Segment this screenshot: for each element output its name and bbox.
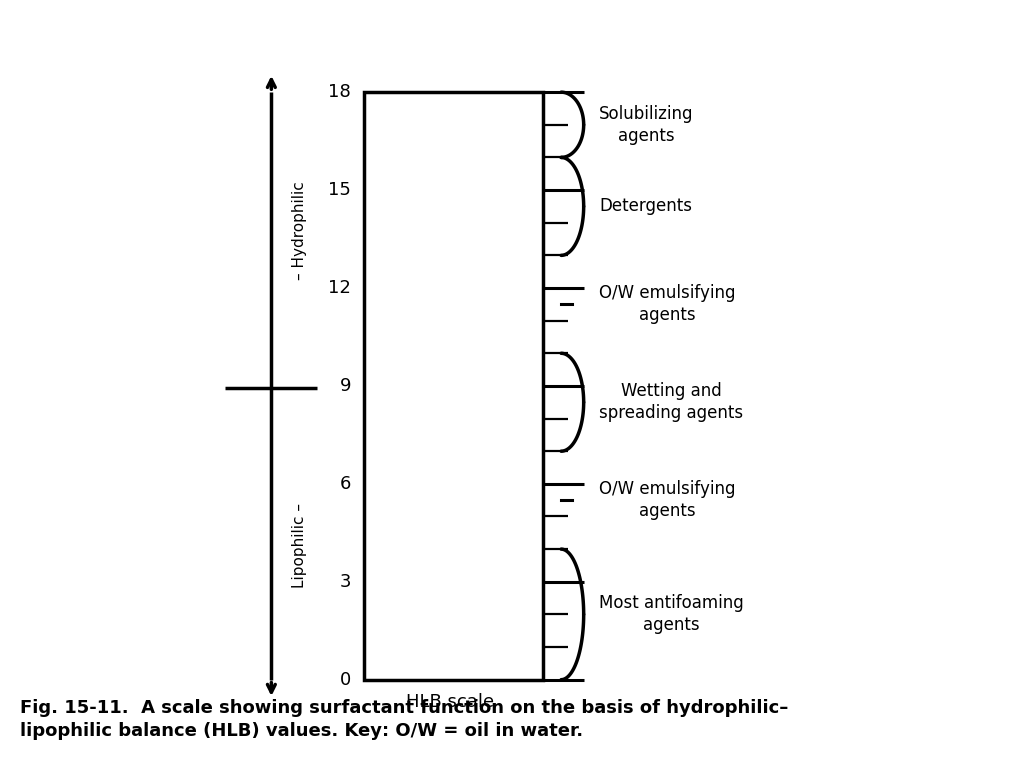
Text: 12: 12 xyxy=(329,279,351,297)
Text: Fig. 15-11.  A scale showing surfactant function on the basis of hydrophilic–
li: Fig. 15-11. A scale showing surfactant f… xyxy=(20,699,788,740)
Text: 3: 3 xyxy=(340,573,351,591)
Text: Wetting and
spreading agents: Wetting and spreading agents xyxy=(599,382,743,422)
Text: O/W emulsifying
agents: O/W emulsifying agents xyxy=(599,284,735,324)
Text: 6: 6 xyxy=(340,475,351,493)
Text: Solubilizing
agents: Solubilizing agents xyxy=(599,104,693,145)
Text: HLB scale: HLB scale xyxy=(407,693,495,710)
Text: 15: 15 xyxy=(329,181,351,199)
Text: – Hydrophilic: – Hydrophilic xyxy=(292,181,307,280)
Text: Most antifoaming
agents: Most antifoaming agents xyxy=(599,594,743,634)
Text: Lipophilic –: Lipophilic – xyxy=(292,503,307,588)
Text: O/W emulsifying
agents: O/W emulsifying agents xyxy=(599,480,735,520)
Text: 9: 9 xyxy=(340,377,351,395)
Text: 18: 18 xyxy=(329,83,351,101)
Bar xyxy=(364,92,543,680)
Text: Detergents: Detergents xyxy=(599,197,692,215)
Text: 0: 0 xyxy=(340,670,351,689)
